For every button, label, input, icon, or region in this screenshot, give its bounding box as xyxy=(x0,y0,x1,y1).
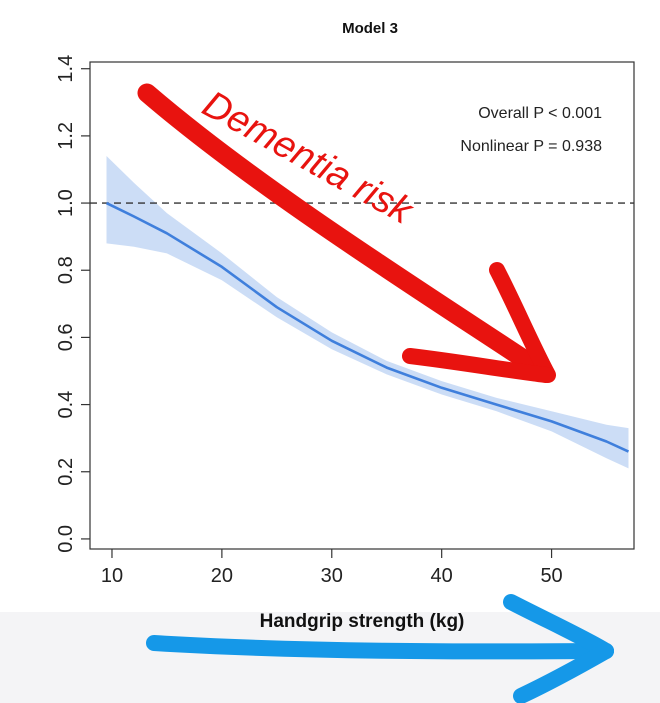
series-line xyxy=(105,201,630,453)
y-tick-label: 0.0 xyxy=(55,525,77,553)
y-tick-label: 1.0 xyxy=(55,189,77,217)
x-tick-label: 50 xyxy=(540,565,562,587)
confidence-band xyxy=(106,156,629,469)
x-tick-label: 30 xyxy=(321,565,343,587)
chart-title: Model 3 xyxy=(342,20,398,37)
red-arrow-shaft xyxy=(137,83,555,383)
red-down-arrow xyxy=(137,83,556,383)
red-arrow-head-upper xyxy=(489,262,556,383)
x-axis-label: Handgrip strength (kg) xyxy=(260,611,465,632)
confidence-band-layer xyxy=(106,156,629,469)
nonlinear-p-annotation: Nonlinear P = 0.938 xyxy=(460,138,602,155)
y-tick-label: 0.8 xyxy=(55,256,77,284)
y-tick-label: 0.2 xyxy=(55,458,77,486)
overall-p-annotation: Overall P < 0.001 xyxy=(478,105,602,122)
x-axis-ticks: 10 20 30 40 50 xyxy=(101,549,563,587)
red-arrow-head-lower xyxy=(402,348,554,383)
series-line-layer xyxy=(105,201,630,453)
x-tick-label: 40 xyxy=(431,565,453,587)
plot-frame xyxy=(89,61,635,550)
blue-arrow-shaft xyxy=(146,635,614,660)
y-tick-label: 0.4 xyxy=(55,391,77,419)
y-tick-label: 0.6 xyxy=(55,323,77,351)
y-tick-label: 1.4 xyxy=(55,55,77,83)
x-tick-label: 20 xyxy=(211,565,233,587)
blue-arrow-head-lower xyxy=(513,643,614,703)
blue-right-arrow xyxy=(146,594,614,703)
y-tick-label: 1.2 xyxy=(55,122,77,150)
x-tick-label: 10 xyxy=(101,565,123,587)
y-axis-ticks: 0.0 0.2 0.4 0.6 0.8 1.0 1.2 1.4 xyxy=(55,55,90,553)
